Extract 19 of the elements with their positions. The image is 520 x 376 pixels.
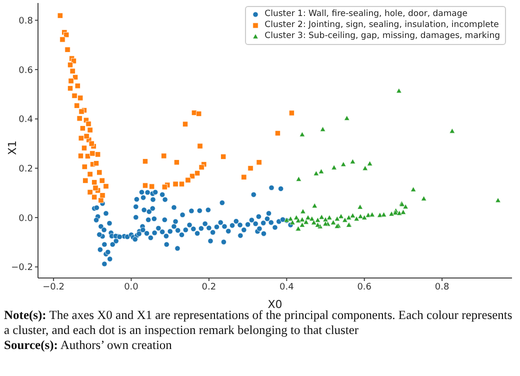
legend-label: Cluster 2: Jointing, sign, sealing, insulation, incomplete [264, 20, 499, 31]
y-axis-title: X1 [6, 140, 19, 156]
x-tick-label: −0.2 [42, 282, 64, 292]
y-tick-label: 0.0 [18, 214, 34, 224]
x-tick-label: 0.4 [279, 282, 294, 292]
legend-label: Cluster 1: Wall, fire-sealing, hole, door, damage [264, 9, 468, 20]
x-tick-label: 0.6 [357, 282, 372, 292]
source-note: Source(s): Authors’ own creation [4, 338, 172, 352]
x-tick-label: 0.0 [124, 282, 139, 292]
x-axis-title: X0 [268, 298, 282, 311]
legend-label: Cluster 3: Sub-ceiling, gap, missing, damages, marking [264, 31, 500, 42]
x-tick-label: 0.2 [202, 282, 216, 292]
text: Note(s): The axes X0 and X1 are representations of the principal components. Each colour represents a cluster, and each dot is an inspection remark belonging to that cluster [4, 308, 512, 337]
y-tick-label: 0.4 [18, 115, 34, 126]
y-tick-label: −0.2 [11, 263, 33, 274]
x-tick-label: 0.8 [434, 282, 450, 292]
y-tick-label: 0.8 [18, 16, 34, 26]
y-tick-label: 0.6 [18, 66, 34, 76]
y-tick-label: 0.2 [18, 164, 33, 174]
